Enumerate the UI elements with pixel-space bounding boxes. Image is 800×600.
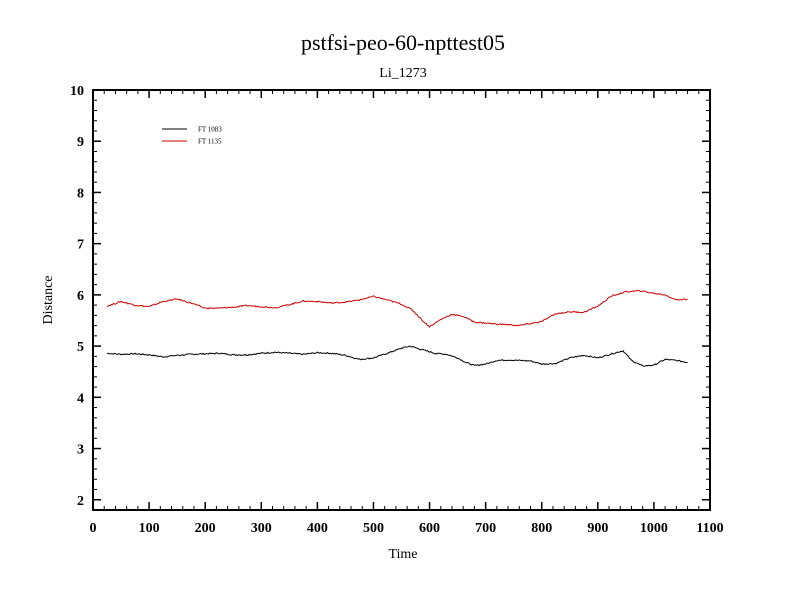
x-axis-label: Time xyxy=(388,547,417,562)
x-tick-label: 800 xyxy=(531,521,552,536)
chart-subtitle: Li_1273 xyxy=(379,66,426,81)
y-axis-label: Distance xyxy=(41,276,56,325)
legend-label-2: FT 1135 xyxy=(198,138,222,146)
x-tick-label: 1100 xyxy=(696,521,723,536)
y-tick-label: 10 xyxy=(70,84,84,99)
y-tick-label: 8 xyxy=(77,186,84,201)
y-tick-label: 9 xyxy=(77,135,84,150)
ticks: 0 100 200 300 400 500 600 700 800 900 1000 1100 2 3 4 5… xyxy=(70,84,724,536)
x-tick-label: 700 xyxy=(475,521,496,536)
x-tick-label: 0 xyxy=(90,521,97,536)
y-tick-label: 5 xyxy=(77,340,84,355)
x-tick-label: 900 xyxy=(587,521,608,536)
series-line-2 xyxy=(106,289,688,329)
plot-frame xyxy=(92,89,711,511)
x-tick-label: 300 xyxy=(251,521,272,536)
x-tick-label: 200 xyxy=(195,521,216,536)
series-line-1 xyxy=(107,345,688,367)
legend: FT 1083 FT 1135 xyxy=(162,126,222,146)
y-tick-label: 6 xyxy=(77,289,84,304)
y-tick-label: 3 xyxy=(77,443,84,458)
series-lines xyxy=(106,289,688,367)
x-tick-label: 100 xyxy=(139,521,160,536)
legend-label-1: FT 1083 xyxy=(198,126,222,134)
y-tick-label: 7 xyxy=(77,238,84,253)
chart-title: pstfsi-peo-60-npttest05 xyxy=(301,30,505,55)
x-tick-label: 400 xyxy=(307,521,328,536)
x-tick-label: 1000 xyxy=(640,521,668,536)
y-tick-label: 2 xyxy=(77,494,84,509)
x-tick-label: 600 xyxy=(419,521,440,536)
x-tick-label: 500 xyxy=(363,521,384,536)
y-tick-label: 4 xyxy=(77,391,84,406)
